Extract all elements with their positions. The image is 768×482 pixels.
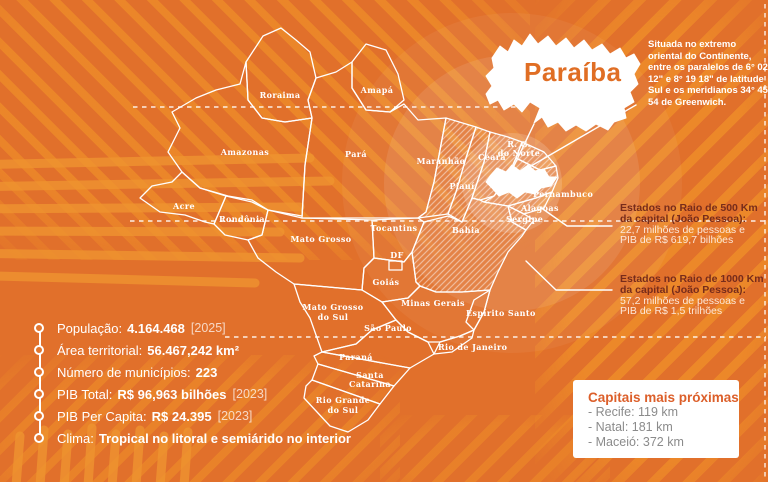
bullet-ring-icon — [34, 345, 44, 355]
label-maranhao: Maranhão — [417, 156, 466, 166]
note-title-line: Estados no Raio de 500 Km — [620, 202, 758, 214]
stat-year: [2025] — [190, 321, 226, 335]
location-description: Situada no extremo oriental do Continent… — [648, 39, 768, 108]
label-mato-grosso-do-sul-1: Mato Grosso — [303, 302, 364, 312]
stat-label: População: — [57, 320, 123, 336]
label-mato-grosso-do-sul-2: do Sul — [318, 312, 349, 322]
label-sergipe: Sergipe — [506, 214, 543, 224]
capitals-card-title: Capitais mais próximas — [588, 390, 739, 405]
state-amazonas — [167, 61, 313, 217]
label-tocantins: Tocantins — [371, 223, 418, 233]
label-alagoas: Alagoas — [520, 203, 559, 213]
state-distrito-federal — [388, 260, 403, 271]
stat-value: 4.164.468 — [127, 320, 185, 336]
capital-distance-item: - Natal: 181 km — [588, 420, 673, 434]
capital-distance-item: - Recife: 119 km — [588, 405, 679, 419]
state-labels: Roraima Amapá Amazonas Pará Acre Rondôni… — [172, 85, 593, 415]
label-santa-catarina-2: Catarina — [349, 379, 391, 389]
stat-area: Área territorial: 56.467,242 km² — [26, 339, 357, 361]
state-rio-grande-do-sul — [303, 379, 381, 433]
note-title-line: da capital (João Pessoa): — [620, 212, 747, 225]
stat-pib-per-capita: PIB Per Capita: R$ 24.395 [2023] — [26, 405, 357, 427]
note-radius-1000km: Estados no Raio de 1000 Km da capital (J… — [620, 274, 768, 317]
stat-population: População: 4.164.468 [2025] — [26, 317, 357, 339]
bullet-ring-icon — [34, 389, 44, 399]
stat-value: R$ 96,963 bilhões — [117, 386, 227, 402]
stat-value: Tropical no litoral e semiárido no inter… — [98, 430, 351, 446]
stats-list: População: 4.164.468 [2025] Área territo… — [26, 317, 357, 449]
note-title-line: Estados no Raio de 1000 Km — [620, 273, 764, 285]
label-para: Pará — [345, 149, 367, 159]
label-mato-grosso: Mato Grosso — [291, 234, 352, 244]
stat-label: Número de municípios: — [57, 364, 191, 380]
label-rio-grande-do-norte-1: R. G. — [507, 139, 531, 149]
stat-label: PIB Total: — [57, 386, 113, 402]
page-title: Paraíba — [524, 57, 622, 87]
label-rio-grande-do-sul-1: Rio Grande — [316, 395, 371, 405]
stat-label: Área territorial: — [57, 342, 143, 358]
state-bahia — [411, 197, 527, 293]
background-fan-stripes — [0, 153, 335, 288]
note-body-line: 22,7 milhões de pessoas e — [620, 223, 745, 236]
state-roraima — [245, 27, 317, 123]
bullet-ring-icon — [34, 411, 44, 421]
bullet-ring-icon — [34, 433, 44, 443]
capitals-card: Capitais mais próximas - Recife: 119 km … — [573, 380, 739, 458]
stat-year: [2023] — [217, 409, 253, 423]
inset-connector-right — [518, 104, 637, 174]
label-parana: Paraná — [339, 352, 373, 362]
label-goias: Goiás — [373, 277, 400, 287]
label-rondonia: Rondônia — [219, 214, 265, 224]
stat-municipios: Número de municípios: 223 — [26, 361, 357, 383]
note-body-line: 57,2 milhões de pessoas e — [620, 294, 745, 307]
label-espirito-santo: Espírito Santo — [466, 308, 536, 318]
background-fringe-strokes — [11, 423, 193, 482]
label-acre: Acre — [172, 201, 195, 211]
stat-year: [2023] — [232, 387, 268, 401]
state-acre — [139, 171, 227, 225]
stat-value: R$ 24.395 — [151, 408, 212, 424]
note-500km-connector — [539, 206, 613, 227]
stat-clima: Clima: Tropical no litoral e semiárido n… — [26, 427, 357, 449]
bullet-ring-icon — [34, 367, 44, 377]
state-espirito-santo — [465, 289, 491, 331]
label-amazonas: Amazonas — [220, 147, 270, 157]
label-roraima: Roraima — [260, 90, 301, 100]
state-borders — [139, 27, 559, 433]
label-rio-de-janeiro: Rio de Janeiro — [438, 342, 508, 352]
stat-label: Clima: — [57, 430, 94, 446]
label-sao-paulo: São Paulo — [364, 323, 412, 333]
note-body-line: PIB de R$ 1,5 trilhões — [620, 305, 723, 318]
note-radius-500km: Estados no Raio de 500 Km da capital (Jo… — [620, 203, 768, 246]
stat-value: 56.467,242 km² — [147, 342, 240, 358]
paraiba-inset-shape — [485, 33, 641, 132]
callout-lines — [511, 104, 637, 291]
stat-pib-total: PIB Total: R$ 96,963 bilhões [2023] — [26, 383, 357, 405]
label-pernambuco: Pernambuco — [533, 189, 593, 199]
note-title-line: da capital (João Pessoa): — [620, 283, 747, 296]
stats-rail — [38, 328, 41, 438]
note-1000km-connector — [525, 260, 613, 291]
label-piaui: Piauí — [449, 181, 474, 191]
label-rio-grande-do-norte-2: do Norte — [498, 148, 541, 158]
label-minas-gerais: Minas Gerais — [401, 298, 465, 308]
inset-connector-left — [511, 123, 535, 171]
note-body-line: PIB de R$ 619,7 bilhões — [620, 234, 734, 247]
stat-value: 223 — [195, 364, 218, 380]
bullet-ring-icon — [34, 323, 44, 333]
capital-distance-item: - Maceió: 372 km — [588, 435, 684, 449]
label-distrito-federal: DF — [390, 250, 403, 260]
stat-label: PIB Per Capita: — [57, 408, 147, 424]
label-rio-grande-do-sul-2: do Sul — [328, 405, 359, 415]
label-santa-catarina-1: Santa — [356, 370, 384, 380]
label-bahia: Bahia — [452, 225, 480, 235]
label-ceara: Ceará — [478, 152, 506, 162]
label-amapa: Amapá — [360, 85, 394, 95]
